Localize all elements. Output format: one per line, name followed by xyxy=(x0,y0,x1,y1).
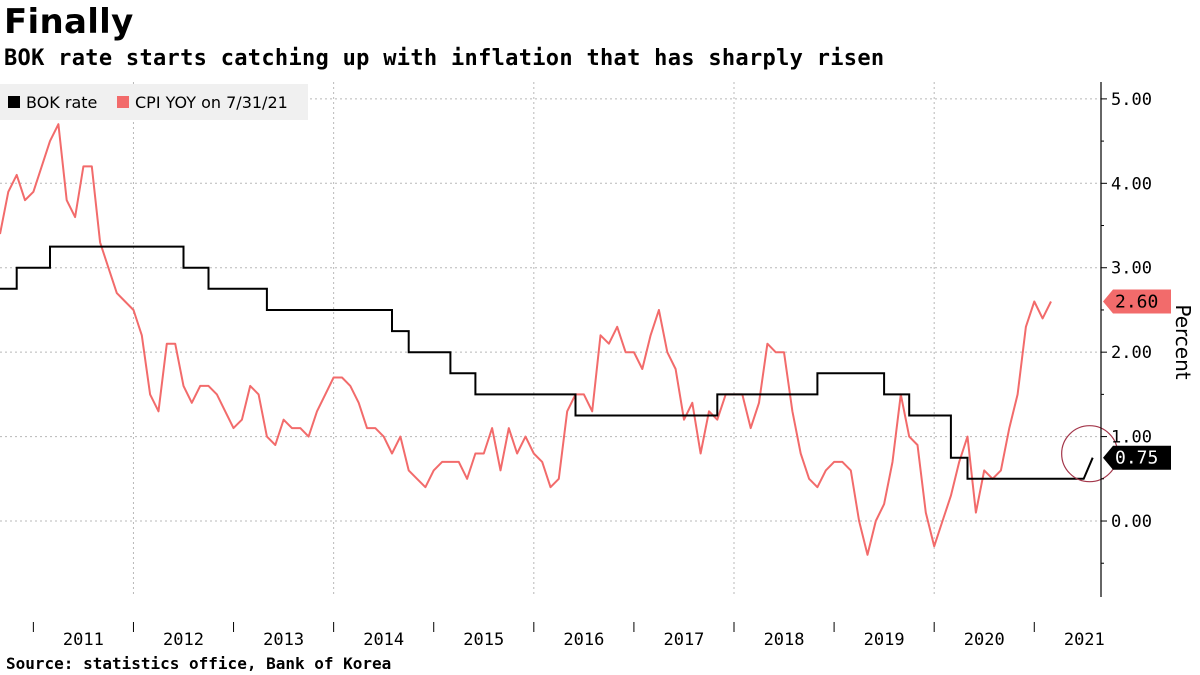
cpi-line xyxy=(0,123,1052,556)
x-tick-label: 2011 xyxy=(63,630,104,650)
legend-label-bok-rate: BOK rate xyxy=(26,93,97,112)
cpi-last-value-badge: 2.60 xyxy=(1103,289,1171,314)
cpi-last-value-badge-label: 2.60 xyxy=(1115,292,1158,313)
chart-title: Finally xyxy=(4,2,134,42)
chart-subtitle: BOK rate starts catching up with inflati… xyxy=(4,46,885,71)
y-tick-label: 2.00 xyxy=(1111,343,1152,363)
series xyxy=(0,123,1119,556)
bok-last-value-badge: 0.75 xyxy=(1103,445,1171,470)
legend-swatch-cpi xyxy=(117,96,129,108)
cpi-last-value-badge-shape xyxy=(1103,289,1171,314)
x-tick-label: 2018 xyxy=(764,630,805,650)
y-tick-label: 3.00 xyxy=(1111,259,1152,279)
grid xyxy=(0,82,1101,597)
x-tick-label: 2019 xyxy=(864,630,905,650)
x-tick-label: 2012 xyxy=(163,630,204,650)
x-tick-label: 2021 xyxy=(1064,630,1105,650)
x-tick-label: 2013 xyxy=(263,630,304,650)
bok-last-value-badge-shape xyxy=(1103,445,1171,470)
legend-label-cpi: CPI YOY on 7/31/21 xyxy=(135,93,288,112)
y-tick-label: 4.00 xyxy=(1111,174,1152,194)
x-tick-label: 2015 xyxy=(463,630,504,650)
x-tick-label: 2016 xyxy=(563,630,604,650)
legend-swatch-bok-rate xyxy=(8,96,20,108)
bok-last-value-badge-label: 0.75 xyxy=(1115,448,1158,469)
x-tick-label: 2020 xyxy=(964,630,1005,650)
legend: BOK rate CPI YOY on 7/31/21 xyxy=(0,84,308,120)
legend-background xyxy=(0,84,308,120)
y-tick-label: 1.00 xyxy=(1111,428,1152,448)
y-tick-label: 0.00 xyxy=(1111,512,1152,532)
x-tick-label: 2017 xyxy=(663,630,704,650)
y-tick-label: 5.00 xyxy=(1111,90,1152,110)
y-axis-label: Percent xyxy=(1171,304,1195,379)
source-note: Source: statistics office, Bank of Korea xyxy=(6,654,392,673)
x-tick-label: 2014 xyxy=(363,630,404,650)
bok-rate-line xyxy=(0,245,1094,480)
axes: 5.00 4.00 3.00 2.00 1.00 0.00 2011 2012 2013 2014… xyxy=(32,82,1171,650)
